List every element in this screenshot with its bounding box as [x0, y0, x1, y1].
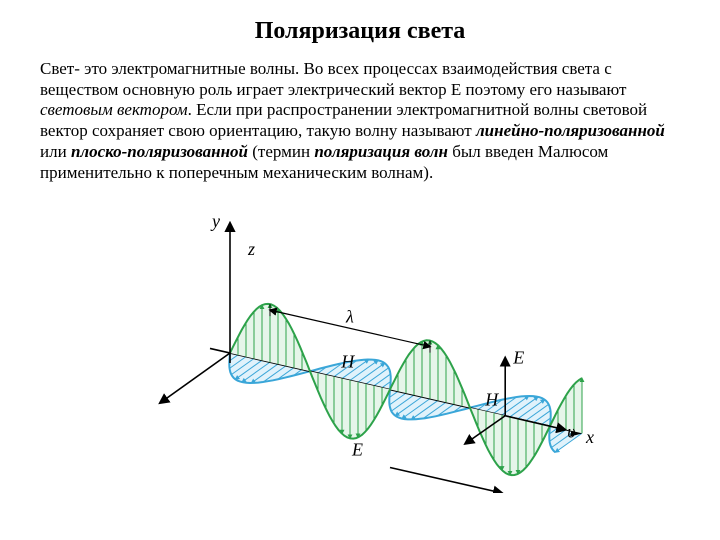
e-wave: [230, 304, 582, 475]
wave-diagram-container: x y z λ H⃗ E⃗: [40, 189, 680, 498]
para-seg-1: Свет- это электромагнитные волны. Во все…: [40, 59, 626, 99]
para-seg-7: (термин: [252, 142, 314, 161]
wave-diagram: x y z λ H⃗ E⃗: [100, 193, 620, 493]
para-seg-6: плоско-поляризованной: [71, 142, 252, 161]
body-paragraph: Свет- это электромагнитные волны. Во все…: [40, 59, 680, 183]
z-axis: [160, 353, 230, 403]
velocity-label: υ⃗: [440, 487, 462, 494]
lambda-label: λ: [345, 307, 354, 327]
triad-h-label: H⃗: [484, 390, 512, 410]
page-title: Поляризация света: [40, 18, 680, 45]
e-mid-label: E⃗: [351, 440, 377, 460]
para-seg-4: линейно-поляризованной: [476, 121, 665, 140]
para-seg-2: световым вектором: [40, 100, 188, 119]
para-seg-8: поляризация волн: [314, 142, 448, 161]
z-axis-label: z: [247, 239, 255, 259]
h-mid-label: H⃗: [340, 352, 368, 372]
triad-e-label: E⃗: [512, 348, 538, 368]
velocity-arrow: υ⃗: [390, 468, 502, 494]
triad-v-label: υ⃗: [567, 422, 589, 442]
para-seg-5: или: [40, 142, 71, 161]
y-axis-label: y: [210, 211, 220, 231]
